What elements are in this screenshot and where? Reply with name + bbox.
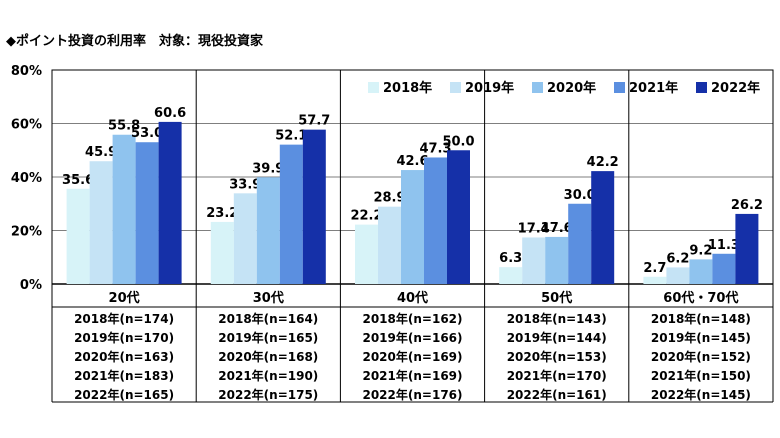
y-tick-label: 20%: [11, 225, 42, 240]
data-label: 30.0: [564, 188, 596, 203]
bar: [499, 267, 523, 284]
legend-label: 2019年: [465, 80, 514, 96]
data-label: 33.9: [229, 177, 261, 192]
legend-label: 2022年: [711, 80, 760, 96]
data-label: 42.2: [587, 155, 619, 170]
data-label: 53.0: [131, 126, 163, 141]
bar: [591, 171, 615, 284]
bar: [689, 259, 713, 284]
legend-swatch: [368, 82, 379, 93]
sample-size-label: 2021年(n=190): [218, 368, 318, 383]
bar: [522, 237, 546, 284]
category-label: 20代: [109, 290, 140, 306]
y-tick-label: 40%: [11, 171, 42, 186]
data-label: 55.8: [108, 119, 140, 134]
bar: [424, 157, 447, 284]
bar: [735, 213, 759, 284]
data-label: 60.6: [154, 106, 186, 121]
data-label: 9.2: [689, 243, 712, 258]
legend-label: 2021年: [629, 80, 678, 96]
bar: [401, 170, 424, 284]
data-label: 39.9: [252, 161, 284, 176]
bar: [66, 188, 90, 284]
bar: [112, 134, 136, 284]
sample-size-label: 2022年(n=161): [507, 387, 607, 402]
data-label: 50.0: [442, 134, 474, 149]
data-label: 22.2: [350, 209, 382, 224]
sample-size-label: 2020年(n=163): [74, 349, 174, 364]
legend-swatch: [696, 82, 707, 93]
category-label: 50代: [541, 290, 572, 306]
sample-size-label: 2020年(n=169): [362, 349, 462, 364]
bar: [233, 193, 257, 284]
legend-swatch: [614, 82, 625, 93]
category-label: 30代: [253, 290, 284, 306]
data-label: 23.2: [206, 206, 238, 221]
bar: [158, 121, 182, 285]
sample-size-label: 2018年(n=143): [507, 311, 607, 326]
sample-size-label: 2018年(n=148): [651, 311, 751, 326]
sample-size-label: 2018年(n=174): [74, 311, 174, 326]
data-label: 17.4: [518, 221, 550, 236]
data-label: 6.2: [666, 251, 689, 266]
legend-swatch: [532, 82, 543, 93]
legend-label: 2018年: [383, 80, 432, 96]
data-label: 35.6: [62, 173, 94, 188]
bar: [568, 203, 592, 284]
bar: [302, 129, 326, 284]
legend-swatch: [450, 82, 461, 93]
sample-size-label: 2019年(n=170): [74, 330, 174, 345]
data-label: 28.9: [373, 191, 405, 206]
sample-size-label: 2021年(n=169): [362, 368, 462, 383]
bar: [712, 253, 736, 284]
bar: [447, 150, 470, 284]
data-label: 42.6: [396, 154, 428, 169]
bar: [256, 177, 280, 284]
bar: [643, 276, 667, 284]
chart-title: ◆ポイント投資の利用率 対象：現役投資家: [6, 34, 263, 49]
sample-size-label: 2019年(n=144): [507, 330, 607, 345]
y-tick-label: 0%: [20, 278, 42, 293]
y-tick-label: 60%: [11, 118, 42, 133]
sample-size-label: 2021年(n=183): [74, 368, 174, 383]
data-label: 45.9: [85, 145, 117, 160]
sample-size-label: 2020年(n=168): [218, 349, 318, 364]
bar: [666, 267, 690, 284]
y-tick-label: 80%: [11, 64, 42, 79]
sample-size-label: 2021年(n=150): [651, 368, 751, 383]
data-label: 17.6: [541, 221, 573, 236]
sample-size-label: 2020年(n=153): [507, 349, 607, 364]
sample-size-label: 2019年(n=166): [362, 330, 462, 345]
data-label: 6.3: [499, 251, 522, 266]
bar: [355, 224, 378, 284]
data-label: 11.3: [708, 238, 740, 253]
data-label: 57.7: [298, 114, 330, 129]
sample-size-label: 2022年(n=176): [362, 387, 462, 402]
bar: [210, 221, 234, 284]
data-label: 2.7: [643, 261, 666, 276]
sample-size-label: 2018年(n=162): [362, 311, 462, 326]
category-label: 60代・70代: [663, 290, 738, 306]
legend-label: 2020年: [547, 80, 596, 96]
sample-size-label: 2021年(n=170): [507, 368, 607, 383]
bar: [89, 161, 113, 284]
sample-size-label: 2022年(n=175): [218, 387, 318, 402]
bar: [545, 236, 569, 284]
bar: [279, 144, 303, 284]
sample-size-label: 2019年(n=165): [218, 330, 318, 345]
data-label: 52.1: [275, 129, 307, 144]
data-label: 26.2: [731, 198, 763, 213]
category-label: 40代: [397, 290, 428, 306]
sample-size-label: 2020年(n=152): [651, 349, 751, 364]
data-label: 47.3: [419, 141, 451, 156]
sample-size-label: 2019年(n=145): [651, 330, 751, 345]
bar: [135, 142, 159, 284]
sample-size-label: 2022年(n=145): [651, 387, 751, 402]
bar: [378, 206, 401, 284]
sample-size-label: 2022年(n=165): [74, 387, 174, 402]
sample-size-label: 2018年(n=164): [218, 311, 318, 326]
